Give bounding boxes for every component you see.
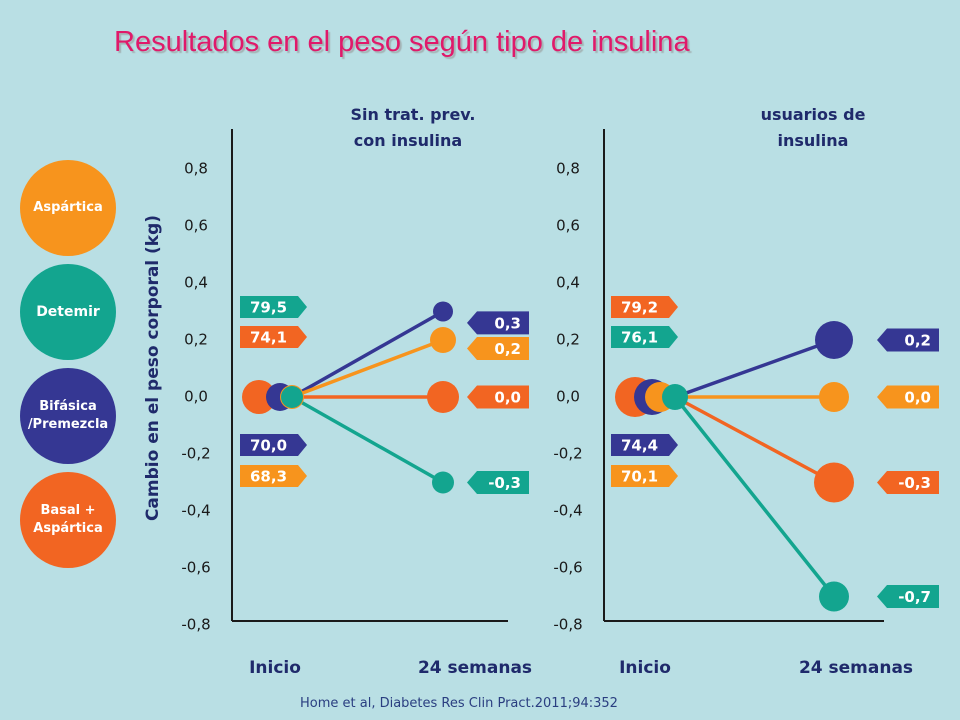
baseline-tag xyxy=(240,465,307,487)
baseline-weight-label: 74,4 xyxy=(621,437,658,455)
y-tick-label: -0,4 xyxy=(181,502,210,520)
marker-24-semanas-asp-rtica xyxy=(430,327,456,353)
y-tick-labels: 0,8 0,6 0,4 0,2 0,0 -0,2 -0,4 -0,6 -0,8 xyxy=(553,160,582,634)
marker-24-semanas-detemir xyxy=(432,471,454,494)
marker-24-semanas-asp-rtica xyxy=(819,382,849,412)
end-value-label: -0,3 xyxy=(488,474,521,492)
panel-usuarios-de-insulina: usuarios de insulina 0,8 0,6 0,4 0,2 0,0 -0,2… xyxy=(553,105,939,678)
y-tick-label: 0,2 xyxy=(556,331,580,349)
series-markers xyxy=(242,301,459,494)
panel-title-line-2: con insulina xyxy=(354,131,462,150)
marker-24-semanas-bif-sica-premezcla xyxy=(433,301,453,322)
x-label-inicio: Inicio xyxy=(619,658,671,678)
baseline-weight-label: 68,3 xyxy=(250,468,287,486)
baseline-weight-label: 70,1 xyxy=(621,468,658,486)
end-value-tag xyxy=(467,471,529,494)
end-value-label: 0,3 xyxy=(494,314,521,332)
y-tick-label: 0,6 xyxy=(556,217,580,235)
series-line-detemir xyxy=(673,395,836,599)
end-value-label: -0,7 xyxy=(898,588,931,606)
y-tick-label: -0,8 xyxy=(181,616,210,634)
marker-24-semanas-basal-asp-rtica xyxy=(814,462,854,503)
marker-24-semanas-bif-sica-premezcla xyxy=(815,321,853,359)
baseline-tag xyxy=(611,465,678,487)
y-tick-labels: 0,8 0,6 0,4 0,2 0,0 -0,2 -0,4 -0,6 -0,8 xyxy=(181,160,210,634)
x-label-24-semanas: 24 semanas xyxy=(799,658,913,678)
y-tick-label: 0,0 xyxy=(184,388,208,406)
y-tick-label: 0,6 xyxy=(184,217,208,235)
y-tick-label: -0,6 xyxy=(553,559,582,577)
baseline-tag xyxy=(240,434,307,456)
series-line-bif-sica-premezcla xyxy=(673,338,836,399)
baseline-weight-label: 79,2 xyxy=(621,299,658,317)
value-tags: 74,1 68,3 70,0 79,5 0,0 0,2 0,3 -0,3 xyxy=(240,296,529,494)
baseline-weight-label: 74,1 xyxy=(250,329,287,347)
end-value-label: 0,0 xyxy=(904,389,931,407)
legend-detemir: Detemir xyxy=(20,264,116,360)
y-tick-label: 0,2 xyxy=(184,331,208,349)
legend-basal-aspartica: Basal + Aspártica xyxy=(20,472,116,568)
marker-24-semanas-basal-asp-rtica xyxy=(427,381,459,413)
baseline-tag xyxy=(611,434,678,456)
legend-aspartica: Aspártica xyxy=(20,160,116,256)
y-tick-label: 0,8 xyxy=(556,160,580,178)
end-value-tag xyxy=(467,385,529,409)
marker-inicio-detemir xyxy=(281,386,303,408)
end-value-tag xyxy=(467,337,529,361)
y-tick-label: -0,2 xyxy=(553,445,582,463)
y-axis-label: Cambio en el peso corporal (kg) xyxy=(143,215,163,521)
baseline-tag xyxy=(611,296,678,318)
panel-title-line-1: usuarios de xyxy=(761,105,866,124)
value-tags: 79,2 74,4 70,1 76,1 -0,3 0,2 0,0 -0,7 xyxy=(611,296,939,608)
series-line-basal-asp-rtica xyxy=(673,395,836,485)
series-lines xyxy=(673,338,836,599)
marker-24-semanas-detemir xyxy=(819,581,849,612)
y-tick-label: -0,8 xyxy=(553,616,582,634)
source-citation: Home et al, Diabetes Res Clin Pract.2011… xyxy=(300,696,618,711)
baseline-weight-label: 76,1 xyxy=(621,329,658,347)
series-markers xyxy=(615,321,854,612)
panel-title-line-1: Sin trat. prev. xyxy=(351,105,476,124)
legend-bifasica-premezcla: Bifásica /Premezcla xyxy=(20,368,116,464)
end-value-label: 0,2 xyxy=(904,332,931,350)
series-line-detemir xyxy=(290,395,445,485)
y-tick-label: -0,2 xyxy=(181,445,210,463)
series-line-asp-rtica xyxy=(290,338,445,399)
end-value-tag xyxy=(877,328,939,352)
end-value-label: 0,2 xyxy=(494,340,521,358)
end-value-tag xyxy=(877,385,939,409)
y-tick-label: 0,8 xyxy=(184,160,208,178)
baseline-tag xyxy=(611,326,678,348)
marker-inicio-basal-asp-rtica xyxy=(242,380,276,414)
baseline-weight-label: 70,0 xyxy=(250,437,287,455)
panel-sin-tratamiento-previo: Sin trat. prev. con insulina 0,80,60,40,… xyxy=(181,105,532,678)
baseline-weight-label: 79,5 xyxy=(250,299,287,317)
y-tick-label: -0,6 xyxy=(181,559,210,577)
y-tick-label: -0,4 xyxy=(553,502,582,520)
panel-title-line-2: insulina xyxy=(778,131,849,150)
end-value-tag xyxy=(877,471,939,494)
page-title: Resultados en el peso según tipo de insu… xyxy=(114,26,690,58)
end-value-tag xyxy=(467,311,529,335)
y-tick-label: 0,0 xyxy=(556,388,580,406)
end-value-tag xyxy=(877,585,939,608)
marker-inicio-detemir xyxy=(662,384,688,410)
baseline-tag xyxy=(240,296,307,318)
end-value-label: 0,0 xyxy=(494,389,521,407)
series-line-bif-sica-premezcla xyxy=(290,309,445,399)
x-label-24-semanas: 24 semanas xyxy=(418,658,532,678)
x-label-inicio: Inicio xyxy=(249,658,301,678)
end-value-label: -0,3 xyxy=(898,474,931,492)
baseline-tag xyxy=(240,326,307,348)
y-tick-label: 0,4 xyxy=(556,274,580,292)
y-tick-label: 0,4 xyxy=(184,274,208,292)
